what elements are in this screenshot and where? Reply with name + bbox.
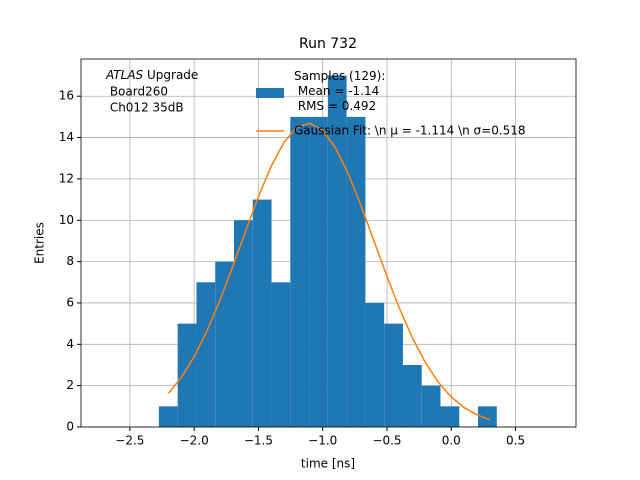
histogram-bar <box>215 261 234 427</box>
y-tick-label: 12 <box>59 171 74 185</box>
histogram-bar <box>271 282 291 427</box>
legend-swatch <box>256 88 284 98</box>
histogram-bar <box>421 385 441 427</box>
x-tick-label: 0.5 <box>506 434 525 448</box>
y-tick-label: 6 <box>66 295 74 309</box>
legend-label: Samples (129): Mean = -1.14 RMS = 0.492 <box>294 69 385 113</box>
y-axis-label: Entries <box>33 222 47 264</box>
histogram-bar <box>158 406 178 427</box>
x-axis-label: time [ns] <box>301 457 355 471</box>
annotation: ATLAS Upgrade <box>105 68 198 82</box>
histogram-bar <box>252 199 272 427</box>
histogram-bar <box>346 116 366 428</box>
y-tick-label: 16 <box>59 89 74 103</box>
histogram-bar <box>440 406 460 427</box>
x-tick-label: −2.5 <box>115 434 144 448</box>
x-tick-label: −1.5 <box>244 434 273 448</box>
histogram-bar <box>365 302 385 427</box>
legend-label: Gaussian Fit: \n μ = -1.114 \n σ=0.518 <box>294 124 526 138</box>
annotation-text: Upgrade <box>143 68 198 82</box>
histogram-bar <box>177 323 197 427</box>
axes-frame <box>80 58 577 428</box>
x-tick-label: −1.0 <box>308 434 337 448</box>
chart-title: Run 732 <box>299 36 357 52</box>
histogram-bar <box>478 406 497 427</box>
histogram-bar <box>196 282 216 427</box>
histogram-bar <box>234 220 253 427</box>
histogram-bar <box>309 116 328 428</box>
histogram-bar <box>402 364 422 427</box>
x-tick-label: −0.5 <box>372 434 401 448</box>
annotation-line: Ch012 35dB <box>106 101 184 115</box>
x-tick-label: 0.0 <box>442 434 461 448</box>
y-tick-label: 4 <box>66 337 74 351</box>
y-tick-label: 8 <box>66 254 74 268</box>
annotation-italic: ATLAS <box>105 68 144 82</box>
histogram-bar <box>290 116 310 428</box>
annotation-line: Board260 <box>106 85 168 99</box>
y-tick-label: 14 <box>59 130 74 144</box>
x-tick-label: −2.0 <box>180 434 209 448</box>
histogram-bar <box>327 75 347 427</box>
y-tick-label: 10 <box>59 213 74 227</box>
fit-line <box>167 122 491 421</box>
y-tick-label: 0 <box>66 420 74 434</box>
histogram-bar <box>384 323 403 427</box>
y-tick-label: 2 <box>66 378 74 392</box>
